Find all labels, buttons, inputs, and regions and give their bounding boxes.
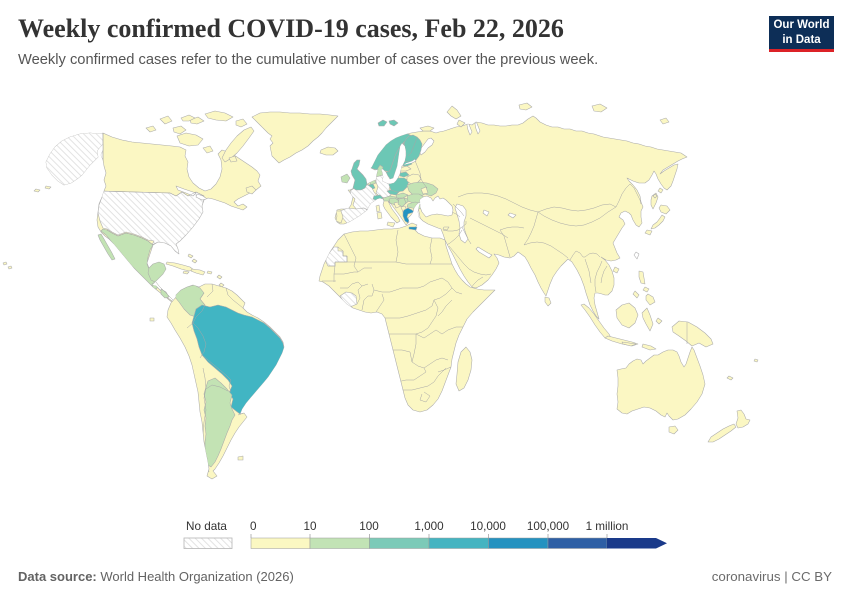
- svg-text:10,000: 10,000: [470, 520, 506, 533]
- svg-text:No data: No data: [186, 520, 227, 533]
- svg-text:0: 0: [250, 520, 257, 533]
- svg-text:1 million: 1 million: [586, 520, 629, 533]
- svg-text:100,000: 100,000: [527, 520, 570, 533]
- svg-text:1,000: 1,000: [414, 520, 444, 533]
- svg-text:10: 10: [303, 520, 317, 533]
- svg-text:100: 100: [359, 520, 379, 533]
